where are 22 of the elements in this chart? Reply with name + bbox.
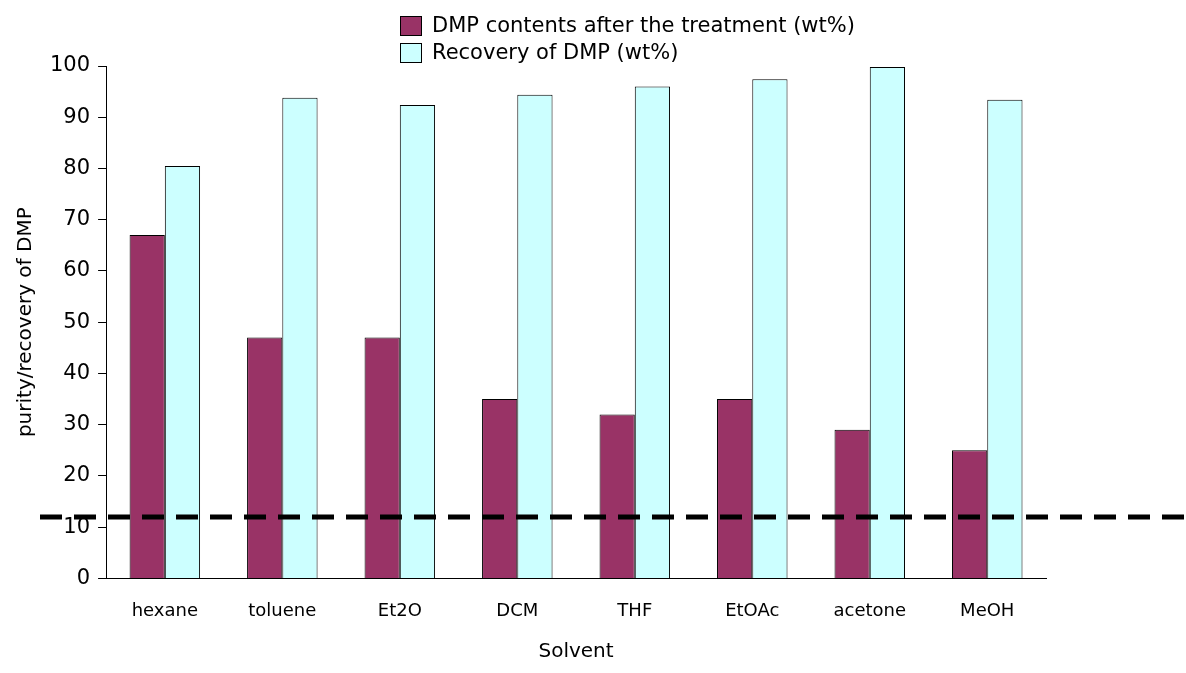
x-axis-title: Solvent (538, 638, 614, 663)
x-tick-label: toluene (248, 598, 317, 620)
y-tick-label: 50 (63, 308, 91, 333)
y-tick-label: 100 (49, 52, 91, 77)
x-tick-label: DCM (496, 598, 539, 620)
x-tick-label: EtOAc (725, 598, 780, 620)
legend-label: DMP contents after the treatment (wt%) (432, 12, 855, 39)
x-tick-label: MeOH (960, 598, 1015, 620)
legend-label: Recovery of DMP (wt%) (432, 39, 679, 66)
y-tick-label: 40 (63, 359, 91, 384)
x-tick-label: hexane (131, 598, 198, 620)
x-tick-label: Et2O (377, 598, 422, 620)
y-tick-label: 90 (63, 103, 91, 128)
y-tick-label: 0 (76, 564, 91, 589)
y-tick-label: 20 (63, 462, 91, 487)
x-tick-label: acetone (833, 598, 907, 620)
y-axis-title: purity/recovery of DMP (12, 207, 37, 438)
y-tick-label: 30 (63, 411, 91, 436)
y-tick-label: 80 (63, 154, 91, 179)
x-tick-label: THF (616, 598, 653, 620)
y-tick-label: 60 (63, 257, 91, 282)
y-tick-label: 70 (63, 206, 91, 231)
